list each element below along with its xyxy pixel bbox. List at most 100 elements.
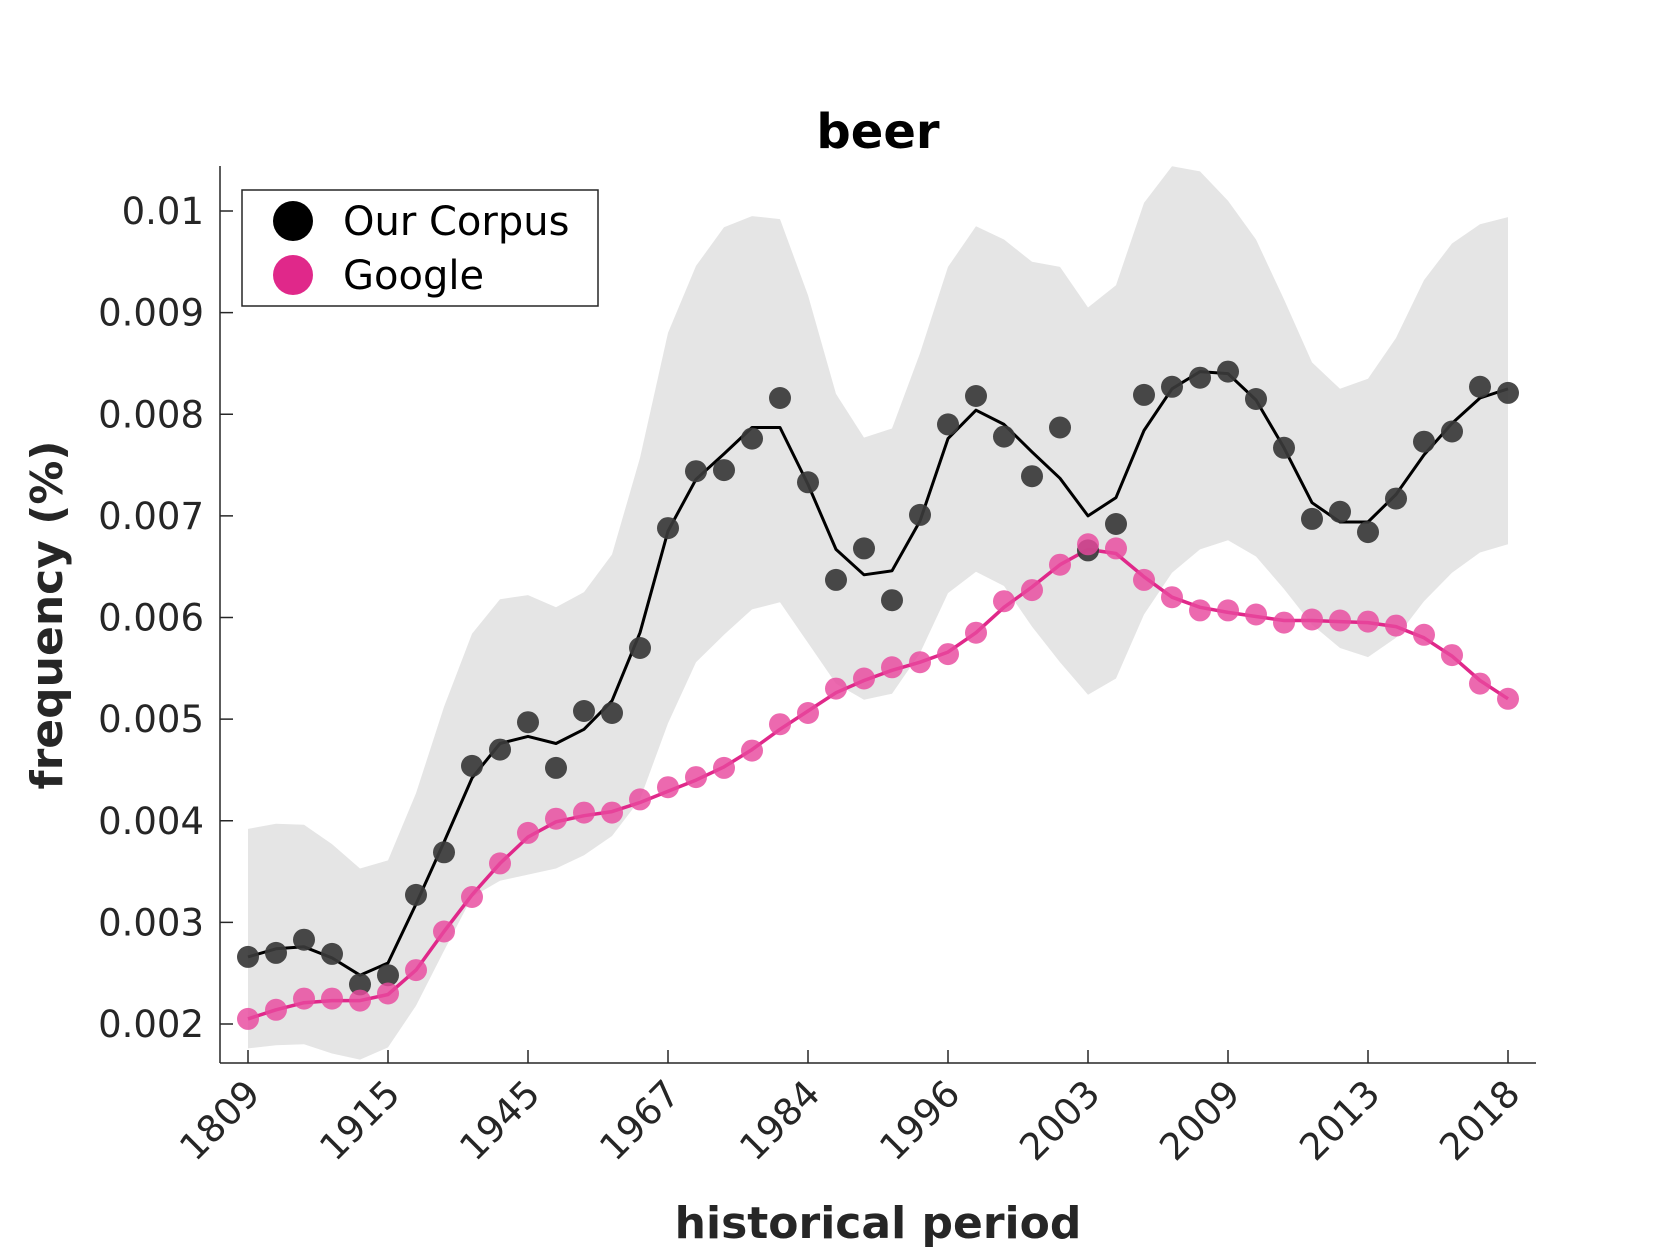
chart-title: beer [816, 104, 939, 160]
google-data-point [601, 801, 623, 824]
y-ticks: 0.002 0.003 0.004 0.005 0.006 0.007 0.008 0.009… [98, 190, 233, 1046]
our-corpus-data-point [797, 471, 819, 494]
our-corpus-trend-line [247, 370, 1509, 977]
google-data-point [293, 987, 315, 1010]
our-corpus-data-point [349, 973, 371, 996]
our-corpus-data-point [741, 427, 763, 450]
google-data-point [825, 677, 847, 700]
legend: Our Corpus Google [241, 189, 599, 307]
y-tick-label: 0.008 [98, 393, 204, 436]
y-tick-label: 0.007 [98, 495, 204, 538]
google-data-point [1385, 614, 1407, 637]
our-corpus-data-point [1105, 513, 1127, 535]
google-data-point [657, 776, 679, 799]
our-corpus-data-point [713, 459, 735, 482]
y-tick-label: 0.005 [98, 698, 204, 741]
our-corpus-data-point [629, 637, 651, 659]
google-data-point [1357, 610, 1379, 633]
google-data-point [769, 713, 791, 736]
our-corpus-data-point [657, 517, 679, 540]
our-corpus-data-point [461, 754, 483, 777]
y-tick-label: 0.004 [98, 800, 204, 843]
our-corpus-data-point [769, 387, 791, 409]
our-corpus-data-point [1245, 388, 1267, 410]
google-data-point [937, 643, 959, 666]
google-data-point [1105, 537, 1127, 560]
google-data-point [909, 651, 931, 674]
google-data-point [797, 702, 819, 724]
google-data-point [349, 989, 371, 1012]
google-data-point [713, 756, 735, 779]
our-corpus-data-point [1161, 375, 1183, 398]
our-corpus-data-point [1049, 416, 1071, 439]
google-data-point [1301, 608, 1323, 631]
our-corpus-data-point [405, 883, 427, 906]
google-data-point [881, 656, 903, 679]
legend-label-google: Google [343, 253, 484, 299]
series-lines-layer [247, 370, 1509, 1021]
google-data-point [237, 1007, 259, 1030]
google-data-point [1217, 599, 1239, 622]
our-corpus-data-point [1021, 465, 1043, 488]
our-corpus-data-point [601, 702, 623, 724]
google-data-point [265, 998, 287, 1021]
google-data-point [1273, 611, 1295, 634]
our-corpus-data-point [1329, 500, 1351, 523]
google-data-point [517, 821, 539, 844]
google-data-point [1497, 687, 1519, 710]
our-corpus-confidence-band [248, 166, 1508, 1060]
y-axis-label: frequency (%) [22, 440, 73, 789]
our-corpus-data-point [1357, 521, 1379, 544]
google-data-point [1077, 533, 1099, 556]
our-corpus-data-point [377, 964, 399, 987]
google-data-point [993, 590, 1015, 613]
google-data-point [433, 920, 455, 943]
our-corpus-data-point [1273, 436, 1295, 459]
y-tick-label: 0.006 [98, 597, 204, 640]
our-corpus-data-point [1469, 375, 1491, 398]
y-tick-label: 0.009 [98, 292, 204, 335]
google-data-point [629, 788, 651, 811]
google-data-point [965, 621, 987, 644]
google-data-point [1049, 553, 1071, 576]
our-corpus-data-point [965, 385, 987, 407]
google-trend-line [247, 547, 1509, 1021]
legend-marker-our-corpus [273, 201, 313, 241]
our-corpus-data-point [1497, 381, 1519, 404]
y-tick-label: 0.002 [98, 1003, 204, 1046]
y-tick-label: 0.01 [122, 190, 204, 233]
our-corpus-data-point [433, 841, 455, 864]
series-markers-layer [237, 360, 1519, 1030]
google-data-point [461, 886, 483, 908]
our-corpus-data-point [1301, 507, 1323, 530]
google-data-point [1413, 623, 1435, 646]
y-tick-label: 0.003 [98, 901, 204, 944]
our-corpus-data-point [1133, 383, 1155, 406]
google-data-point [545, 807, 567, 830]
our-corpus-data-point [321, 942, 343, 965]
our-corpus-data-point [685, 460, 707, 483]
our-corpus-data-point [573, 700, 595, 722]
google-data-point [1469, 672, 1491, 695]
google-data-point [1189, 599, 1211, 622]
our-corpus-data-point [489, 738, 511, 761]
our-corpus-data-point [517, 711, 539, 734]
legend-label-our-corpus: Our Corpus [343, 199, 569, 245]
google-data-point [321, 987, 343, 1010]
our-corpus-data-point [825, 568, 847, 591]
our-corpus-data-point [909, 503, 931, 526]
our-corpus-data-point [545, 756, 567, 779]
our-corpus-data-point [237, 945, 259, 968]
google-data-point [741, 739, 763, 762]
google-data-point [1329, 609, 1351, 632]
google-data-point [1245, 603, 1267, 626]
google-data-point [1441, 644, 1463, 667]
our-corpus-data-point [1385, 487, 1407, 510]
our-corpus-data-point [937, 413, 959, 436]
our-corpus-data-point [265, 941, 287, 964]
google-data-point [377, 982, 399, 1005]
our-corpus-data-point [881, 589, 903, 612]
our-corpus-data-point [993, 425, 1015, 448]
our-corpus-data-point [293, 928, 315, 951]
google-data-point [1021, 579, 1043, 602]
